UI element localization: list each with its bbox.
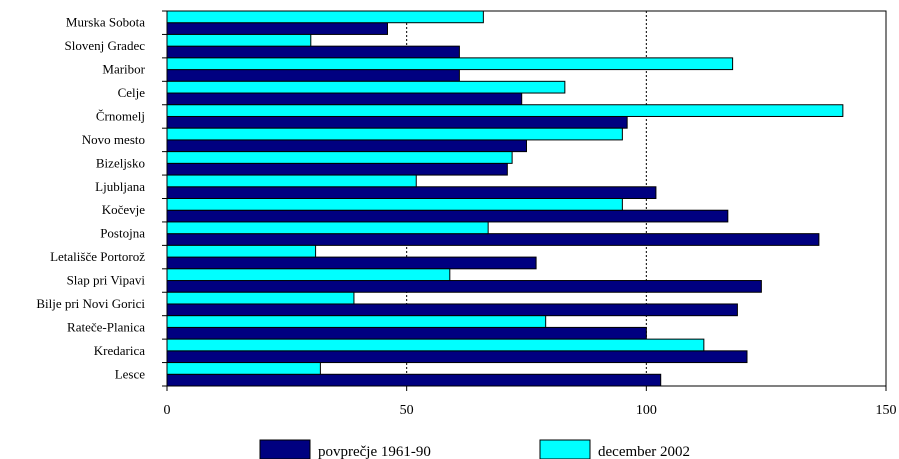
category-label: Lesce: [115, 366, 146, 381]
category-label: Postojna: [100, 226, 145, 241]
category-label: Maribor: [102, 62, 145, 77]
bar-povprecje-8: [166, 209, 729, 223]
category-label: Kočevje: [102, 202, 146, 217]
x-tick-label: 150: [876, 403, 897, 418]
category-label: Bizeljsko: [96, 155, 145, 170]
bars: [166, 10, 844, 387]
x-tick-label: 0: [164, 403, 171, 418]
bar-povprecje-1: [166, 45, 460, 59]
bar-december-1: [166, 33, 312, 47]
category-label: Murska Sobota: [66, 15, 145, 30]
bar-povprecje-6: [166, 162, 508, 176]
bar-december-4: [166, 104, 844, 117]
bar-povprecje-11: [166, 280, 762, 293]
bar-december-9: [166, 221, 489, 235]
bar-povprecje-5: [166, 139, 527, 153]
category-label: Slovenj Gradec: [64, 38, 145, 53]
bar-povprecje-0: [166, 22, 388, 35]
category-labels: Murska Sobota Slovenj Gradec Maribor Celje Č…: [36, 10, 167, 387]
bar-december-13: [166, 315, 547, 328]
category-label: Bilje pri Novi Gorici: [36, 296, 145, 311]
bar-povprecje-12: [166, 303, 738, 317]
bar-december-2: [166, 57, 734, 71]
bar-december-11: [166, 268, 451, 282]
category-label: Ljubljana: [95, 179, 145, 194]
legend-label-december: december 2002: [598, 444, 690, 459]
bar-december-15: [166, 362, 321, 375]
category-label: Novo mesto: [82, 132, 145, 147]
legend-label-povprecje: povprečje 1961-90: [318, 444, 431, 459]
x-tick-label: 50: [400, 403, 414, 418]
bar-povprecje-14: [166, 350, 748, 364]
category-label: Črnomelj: [96, 108, 145, 123]
bar-december-12: [166, 291, 355, 305]
category-label: Slap pri Vipavi: [67, 273, 146, 288]
x-axis-ticks: 0 50 100 150: [164, 386, 897, 418]
bar-december-7: [166, 174, 417, 188]
bar-december-5: [166, 127, 623, 141]
category-label: Rateče-Planica: [67, 319, 145, 334]
bar-december-3: [166, 80, 566, 94]
legend: povprečje 1961-90 december 2002: [259, 439, 690, 459]
bar-december-14: [166, 338, 705, 352]
category-label: Kredarica: [94, 343, 145, 358]
bar-povprecje-7: [166, 186, 657, 199]
category-label: Letališče Portorož: [50, 249, 145, 264]
bar-december-6: [166, 151, 513, 164]
legend-swatch-december: [539, 439, 591, 459]
x-tick-label: 100: [636, 403, 657, 418]
bar-povprecje-2: [166, 69, 460, 82]
bar-december-0: [166, 10, 484, 24]
bar-povprecje-3: [166, 92, 523, 106]
bar-povprecje-4: [166, 115, 628, 129]
bar-povprecje-15: [166, 373, 662, 387]
bar-december-10: [166, 244, 317, 258]
legend-swatch-povprecje: [259, 439, 311, 459]
bar-december-8: [166, 198, 623, 211]
category-label: Celje: [118, 85, 146, 100]
bar-povprecje-10: [166, 256, 537, 270]
bar-povprecje-13: [166, 326, 647, 340]
bar-povprecje-9: [166, 233, 820, 246]
